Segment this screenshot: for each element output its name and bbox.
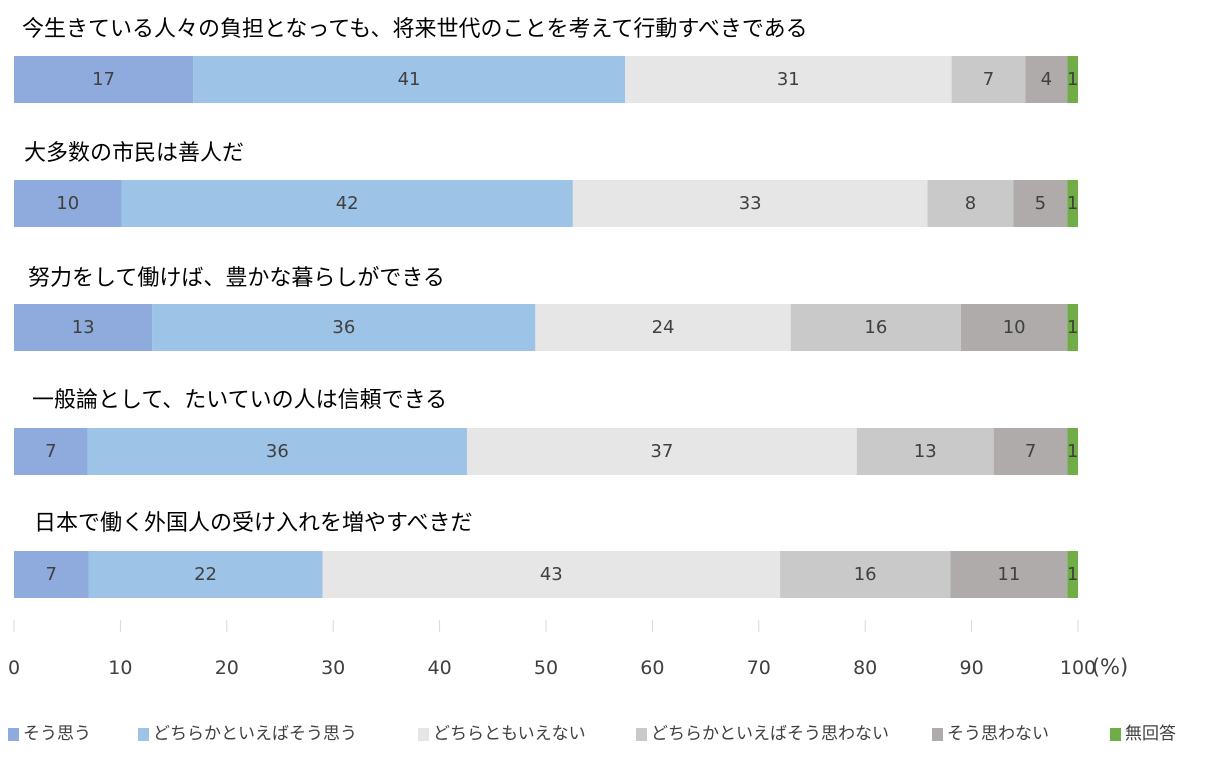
data-label: 16 (864, 317, 887, 338)
bar-segment (14, 180, 122, 227)
legend-label: どちらかといえばそう思う (153, 724, 357, 744)
bar-segment (951, 56, 1026, 103)
bar-segment (14, 56, 194, 103)
legend-label: そう思わない (947, 724, 1049, 744)
data-label: 8 (965, 193, 976, 214)
legend-label: どちらともいえない (433, 724, 586, 744)
bar-segment (856, 428, 994, 475)
question-label: 今生きている人々の負担となっても、将来世代のことを考えて行動すべきである (22, 17, 808, 42)
legend-swatch (8, 728, 19, 741)
data-label: 1 (1067, 317, 1078, 338)
x-tick-label: 50 (534, 657, 558, 679)
unit-label: (%) (1092, 655, 1128, 679)
bar-segment (1067, 56, 1078, 103)
bar-segment (1067, 180, 1078, 227)
data-label: 1 (1067, 69, 1078, 90)
data-label: 1 (1067, 441, 1078, 462)
bar-segment (14, 304, 153, 351)
bar-segment (14, 551, 89, 598)
legend-label: 無回答 (1125, 724, 1176, 744)
bar-segment (1067, 428, 1078, 475)
data-label: 5 (1035, 193, 1046, 214)
data-label: 7 (983, 69, 994, 90)
x-tick-label: 10 (108, 657, 132, 679)
data-label: 24 (652, 317, 675, 338)
data-label: 36 (266, 441, 289, 462)
data-label: 7 (46, 564, 57, 585)
data-label: 36 (332, 317, 355, 338)
bar-segment (1013, 180, 1068, 227)
data-label: 41 (398, 69, 421, 90)
data-label: 10 (1003, 317, 1026, 338)
legend-swatch (1110, 728, 1121, 741)
bar-segment (625, 56, 952, 103)
legend-swatch (418, 728, 429, 741)
data-label: 16 (854, 564, 877, 585)
data-label: 22 (194, 564, 217, 585)
data-label: 1 (1067, 193, 1078, 214)
legend-swatch (932, 728, 943, 741)
bar-segment (950, 551, 1068, 598)
legend-label: そう思う (23, 724, 91, 744)
bar-segment (993, 428, 1068, 475)
question-label: 一般論として、たいていの人は信頼できる (32, 388, 447, 413)
question-label: 日本で働く外国人の受け入れを増やすべきだ (34, 511, 472, 536)
bar-segment (322, 551, 781, 598)
data-label: 37 (650, 441, 673, 462)
x-tick-label: 60 (640, 657, 664, 679)
x-tick-label: 30 (321, 657, 345, 679)
bar-segment (152, 304, 536, 351)
bar-segment (535, 304, 791, 351)
bar-segment (1067, 304, 1078, 351)
data-label: 7 (1025, 441, 1036, 462)
x-tick-label: 80 (853, 657, 877, 679)
bar-segment (960, 304, 1068, 351)
question-label: 大多数の市民は善人だ (24, 141, 244, 166)
x-tick-label: 40 (428, 657, 452, 679)
data-label: 33 (739, 193, 762, 214)
data-label: 11 (997, 564, 1020, 585)
data-label: 7 (45, 441, 56, 462)
bar-segment (466, 428, 857, 475)
bar-segment (790, 304, 961, 351)
bar-segment (1025, 56, 1068, 103)
bar-segment (927, 180, 1014, 227)
legend-swatch (138, 728, 149, 741)
data-label: 13 (914, 441, 937, 462)
x-tick-label: 90 (960, 657, 984, 679)
x-tick-label: 70 (747, 657, 771, 679)
data-label: 43 (540, 564, 563, 585)
x-tick-label: 0 (8, 657, 20, 679)
bar-segment (780, 551, 951, 598)
legend-label: どちらかといえばそう思わない (651, 724, 889, 744)
data-label: 4 (1041, 69, 1052, 90)
data-label: 13 (72, 317, 95, 338)
bar-segment (1067, 551, 1078, 598)
bar-segment (121, 180, 573, 227)
data-label: 10 (56, 193, 79, 214)
data-label: 1 (1067, 564, 1078, 585)
data-label: 42 (336, 193, 359, 214)
bar-segment (88, 551, 323, 598)
question-label: 努力をして働けば、豊かな暮らしができる (28, 266, 445, 291)
data-label: 31 (777, 69, 800, 90)
bar-segment (572, 180, 928, 227)
legend-swatch (636, 728, 647, 741)
bar-segment (14, 428, 88, 475)
bar-segment (193, 56, 626, 103)
data-label: 17 (92, 69, 115, 90)
x-tick-label: 20 (215, 657, 239, 679)
bar-segment (87, 428, 467, 475)
x-tick-label: 100 (1060, 657, 1096, 679)
